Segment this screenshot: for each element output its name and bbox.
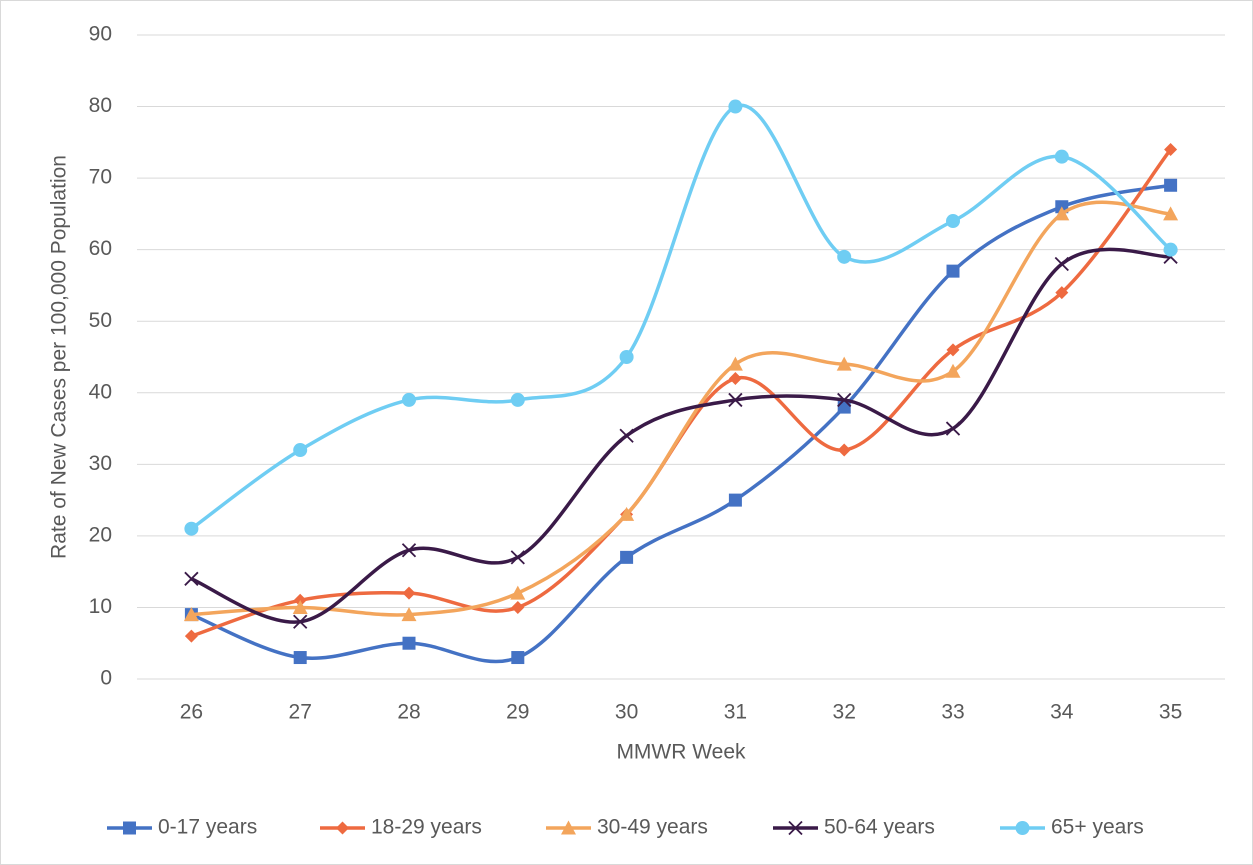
- legend-marker: [1015, 821, 1030, 835]
- x-tick-label: 35: [1159, 701, 1182, 724]
- marker: [183, 607, 199, 622]
- x-tick-label: 34: [1050, 701, 1074, 724]
- marker: [401, 607, 417, 622]
- marker: [402, 586, 416, 600]
- marker: [402, 636, 416, 650]
- legend-label: 0-17 years: [158, 816, 257, 839]
- marker: [510, 585, 526, 600]
- legend-marker: [336, 821, 349, 835]
- legend-marker: [561, 820, 576, 835]
- marker: [945, 363, 961, 378]
- x-axis-label: MMWR Week: [616, 741, 746, 764]
- marker: [1054, 206, 1070, 221]
- y-tick-label: 40: [89, 380, 112, 403]
- legend-label: 18-29 years: [371, 816, 482, 839]
- marker: [836, 356, 852, 371]
- series-line: [191, 200, 1171, 617]
- y-tick-label: 60: [89, 237, 112, 260]
- legend-label: 65+ years: [1051, 816, 1144, 839]
- marker: [1164, 142, 1178, 156]
- marker: [728, 371, 742, 385]
- marker: [510, 550, 525, 565]
- marker: [728, 99, 743, 114]
- marker: [728, 493, 742, 507]
- series-line: [190, 103, 1172, 531]
- y-axis-label: Rate of New Cases per 100,000 Population: [48, 155, 71, 559]
- x-tick-label: 32: [833, 701, 856, 724]
- legend-label: 30-49 years: [597, 816, 708, 839]
- marker: [401, 543, 417, 558]
- marker: [945, 421, 961, 436]
- marker: [837, 249, 852, 264]
- marker: [293, 443, 308, 458]
- marker: [293, 614, 308, 629]
- marker: [1055, 286, 1069, 300]
- y-tick-label: 70: [89, 166, 112, 189]
- series-line: [190, 183, 1171, 664]
- x-tick-label: 29: [506, 701, 529, 724]
- y-tick-label: 30: [89, 452, 112, 475]
- marker: [402, 392, 416, 407]
- marker: [946, 343, 960, 357]
- y-tick-label: 50: [89, 309, 112, 332]
- x-tick-label: 30: [615, 701, 638, 724]
- marker: [293, 651, 307, 665]
- marker: [184, 521, 199, 536]
- legend-marker: [123, 821, 136, 835]
- x-tick-label: 31: [724, 701, 747, 724]
- legend-label: 50-64 years: [824, 816, 935, 839]
- x-tick-label: 33: [941, 701, 964, 724]
- marker: [946, 214, 960, 229]
- y-tick-label: 10: [89, 595, 112, 618]
- marker: [1054, 149, 1069, 164]
- marker: [511, 651, 525, 665]
- series-line: [190, 247, 1171, 624]
- marker: [184, 571, 199, 586]
- marker: [511, 600, 525, 614]
- y-tick-label: 90: [89, 23, 112, 46]
- marker: [837, 392, 852, 408]
- marker: [619, 506, 635, 521]
- marker: [1054, 256, 1069, 272]
- marker: [728, 392, 743, 408]
- marker: [619, 428, 634, 443]
- marker: [184, 629, 198, 643]
- marker: [510, 392, 525, 407]
- marker: [1163, 242, 1178, 257]
- marker: [1163, 206, 1179, 221]
- y-tick-label: 0: [100, 667, 112, 690]
- marker: [946, 264, 960, 278]
- y-tick-label: 80: [89, 94, 112, 117]
- marker: [837, 443, 851, 457]
- x-tick-label: 26: [180, 701, 203, 724]
- marker: [1164, 178, 1178, 192]
- y-tick-label: 20: [89, 523, 112, 546]
- x-tick-label: 28: [397, 701, 420, 724]
- x-tick-label: 27: [289, 701, 312, 724]
- marker: [620, 550, 634, 564]
- marker: [619, 350, 634, 364]
- legend-marker: [788, 820, 803, 836]
- marker: [292, 599, 308, 614]
- marker: [727, 356, 743, 371]
